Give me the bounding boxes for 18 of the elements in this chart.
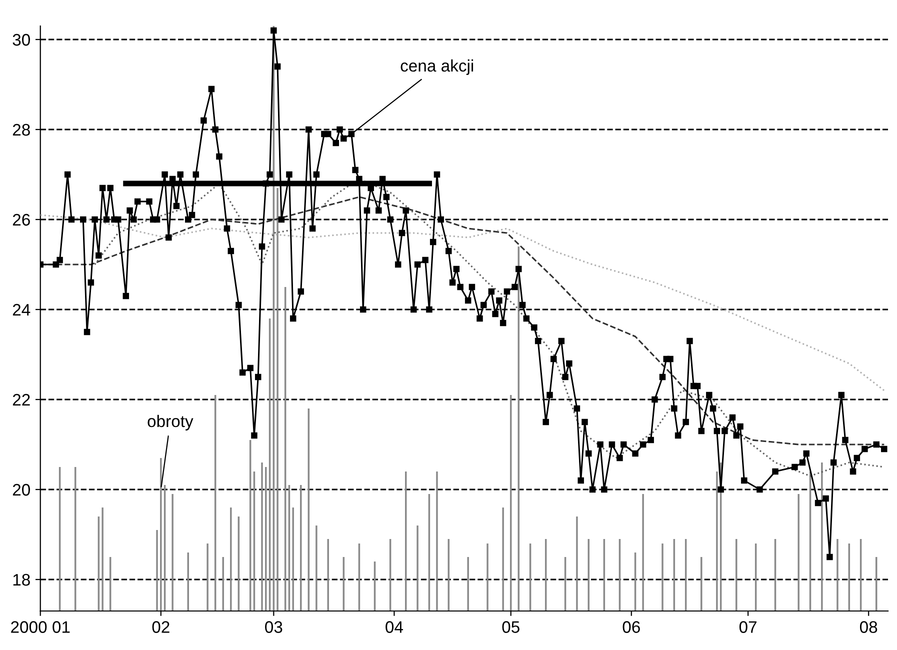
- y-tick-label: 28: [12, 124, 30, 136]
- x-tick-label: 05: [502, 621, 520, 633]
- x-tick-label: 04: [386, 621, 403, 633]
- annotation: obroty: [148, 414, 194, 430]
- y-tick-label: 20: [12, 484, 30, 496]
- x-tick-label: 02: [152, 621, 170, 633]
- x-tick-label: 06: [622, 621, 640, 633]
- annotation: cena akcji: [400, 59, 474, 75]
- y-tick-label: 26: [12, 214, 30, 226]
- x-tick-label: 03: [265, 621, 282, 633]
- x-tick-label: 07: [739, 621, 756, 633]
- y-tick-label: 22: [12, 394, 30, 406]
- x-tick-label: 08: [860, 621, 878, 633]
- y-tick-label: 30: [12, 34, 30, 46]
- x-tick-label: 2000 01: [11, 621, 70, 633]
- y-tick-label: 18: [13, 574, 30, 586]
- y-tick-label: 24: [12, 304, 30, 316]
- line-series: [40, 214, 885, 392]
